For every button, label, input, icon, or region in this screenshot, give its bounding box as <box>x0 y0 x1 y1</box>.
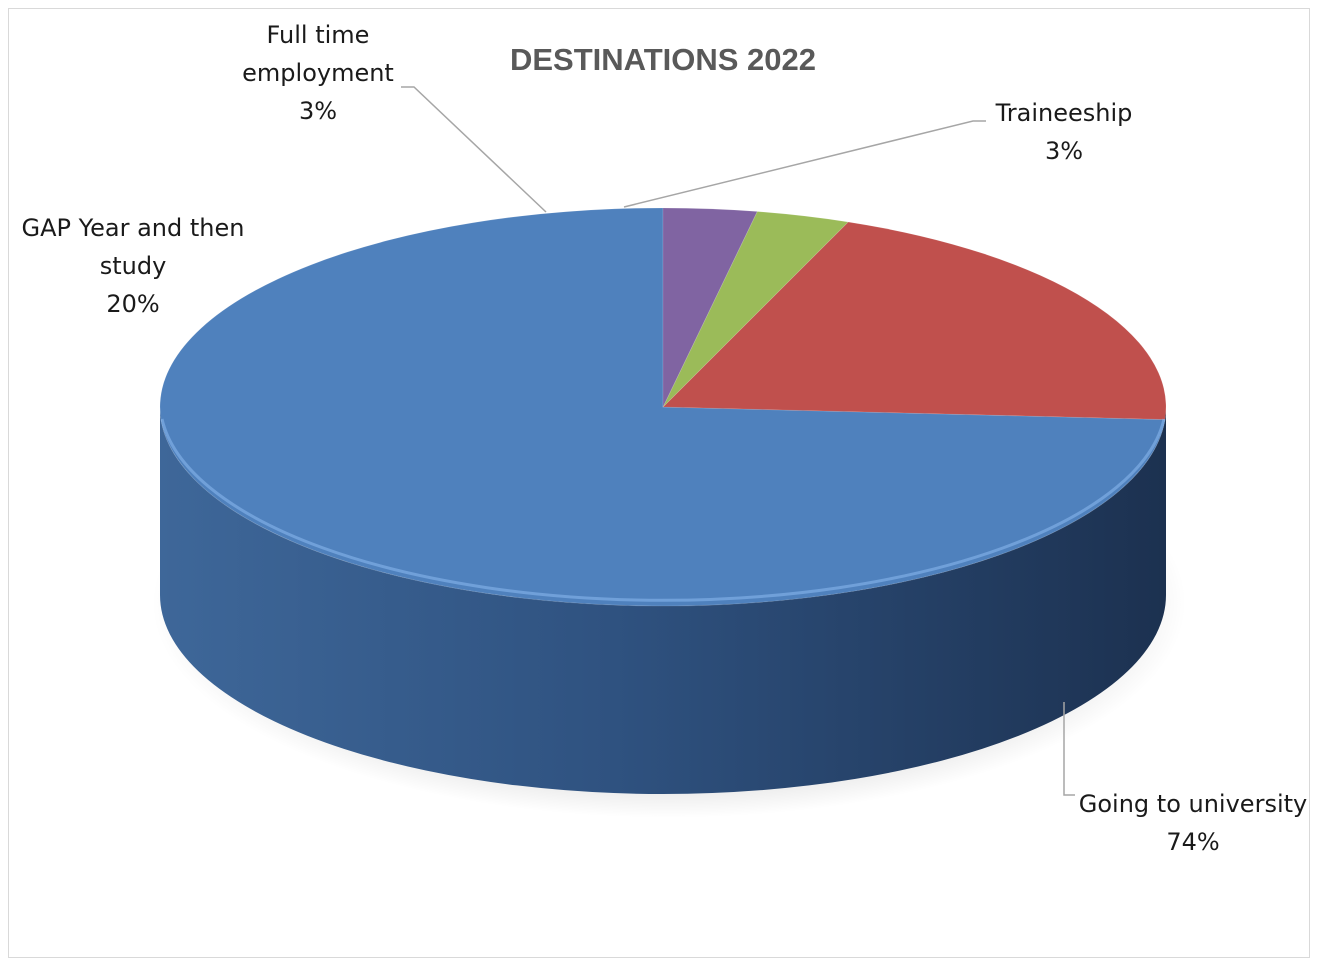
data-label-full-time-employment: Full time employment 3% <box>242 21 394 125</box>
data-label-name-line: Full time <box>267 21 370 49</box>
chart-title: DESTINATIONS 2022 <box>510 42 816 77</box>
data-label-percent: 3% <box>299 97 337 125</box>
leader-lines <box>401 86 1075 796</box>
data-label-name-line: GAP Year and then <box>22 214 245 242</box>
data-label-name-line: employment <box>242 59 394 87</box>
pie-top-face <box>159 207 1167 607</box>
pie-slice-gap-year-and-then-study <box>662 221 1167 420</box>
data-label-name-line: Going to university <box>1079 790 1307 818</box>
pie-slice-traineeship <box>662 207 758 408</box>
leader-line-traineeship <box>623 120 986 208</box>
pie-side-wall <box>160 407 1166 794</box>
data-label-percent: 20% <box>106 290 159 318</box>
data-label-gap-year-and-then-study: GAP Year and then study 20% <box>22 214 245 318</box>
data-label-name-line: study <box>100 252 167 280</box>
data-label-percent: 3% <box>1045 137 1083 165</box>
data-label-going-to-university: Going to university 74% <box>1079 790 1307 856</box>
data-labels: Going to university 74% GAP Year and then s… <box>22 21 1308 856</box>
pie-slice-going-to-university <box>159 207 1166 607</box>
rim-highlight-path <box>160 418 1166 602</box>
pie-slice-full-time-employment <box>662 211 850 408</box>
data-label-percent: 74% <box>1166 828 1219 856</box>
leader-line-full-time-employment <box>401 86 547 213</box>
pie-side-wall-path <box>160 407 1166 794</box>
data-label-traineeship: Traineeship 3% <box>995 99 1133 165</box>
leader-line-going-to-university <box>1063 702 1075 796</box>
data-label-name-line: Traineeship <box>995 99 1133 127</box>
pie-rim-highlight <box>160 418 1166 602</box>
